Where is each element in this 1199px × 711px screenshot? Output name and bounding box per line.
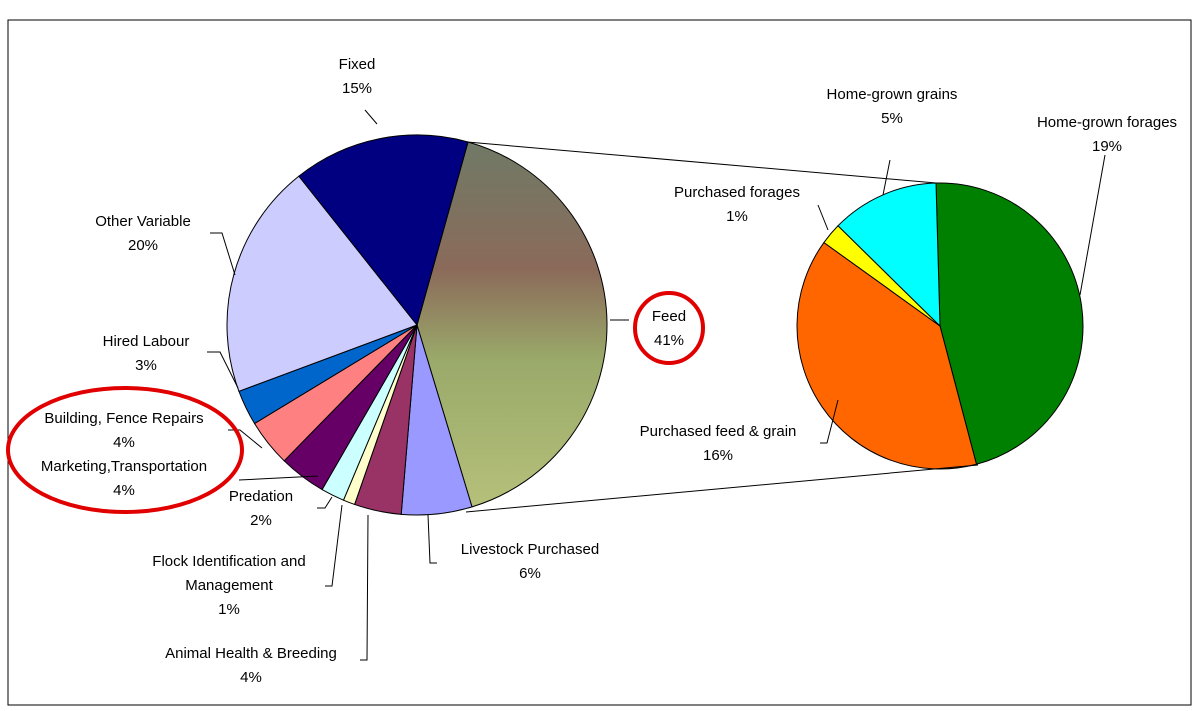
slice-label: Fixed	[338, 56, 376, 73]
slice-label: Home-grown grains	[826, 86, 958, 103]
slice-percent: 41%	[653, 332, 685, 349]
slice-label: Predation	[228, 488, 294, 505]
slice-percent: 4%	[240, 669, 262, 686]
pie-slice	[935, 182, 1084, 465]
slice-percent: 1%	[726, 208, 748, 225]
slice-label: Building, Fence Repairs	[44, 410, 204, 427]
slice-label: Animal Health & Breeding	[165, 645, 337, 662]
slice-percent: 6%	[519, 565, 541, 582]
slice-percent: 20%	[127, 237, 159, 254]
pie-slice	[796, 241, 978, 470]
slice-percent: 4%	[113, 482, 135, 499]
pie-slice	[837, 182, 941, 328]
pie-slice	[226, 175, 418, 392]
slice-percent: 2%	[250, 512, 272, 529]
slice-label: Feed	[651, 308, 687, 325]
slice-label: Hired Labour	[102, 333, 190, 350]
slice-percent: 1%	[218, 601, 240, 618]
slice-label: Livestock Purchased	[460, 541, 600, 558]
slice-label: Other Variable	[95, 213, 191, 230]
highlight-ring	[6, 386, 244, 514]
pie-slice	[416, 141, 608, 508]
slice-label: Home-grown forages	[1036, 114, 1178, 131]
slice-label: Purchased feed & grain	[639, 423, 797, 440]
highlight-ring	[633, 291, 705, 365]
slice-label: Marketing,Transportation	[40, 458, 208, 475]
slice-label: Flock Identification and Management	[152, 553, 306, 594]
pie-slice	[298, 134, 469, 327]
leader-lines	[207, 109, 1106, 661]
slice-percent: 15%	[341, 80, 373, 97]
slice-percent: 4%	[113, 434, 135, 451]
slice-percent: 19%	[1091, 138, 1123, 155]
slice-label: Purchased forages	[674, 184, 800, 201]
slice-percent: 5%	[881, 110, 903, 127]
slice-percent: 16%	[702, 447, 734, 464]
slice-percent: 3%	[135, 357, 157, 374]
